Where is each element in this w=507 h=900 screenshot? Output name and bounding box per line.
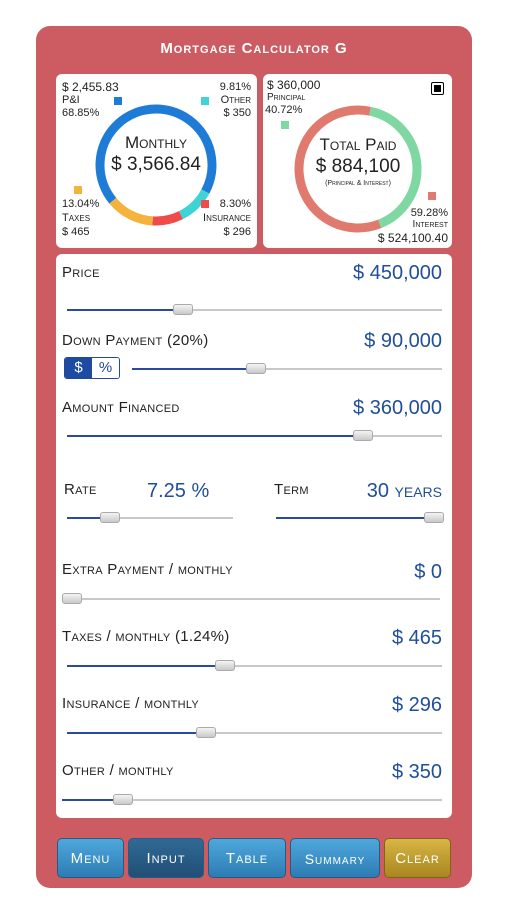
dollar-toggle[interactable]: $ — [65, 358, 92, 378]
rate-slider-thumb[interactable] — [100, 512, 121, 523]
monthly-donut — [95, 104, 217, 226]
amount-financed-slider[interactable] — [67, 430, 442, 441]
menu-button[interactable]: Menu — [57, 838, 124, 878]
taxes-percent: 13.04% — [62, 198, 100, 210]
down-payment-unit-toggle[interactable]: $ % — [64, 357, 120, 379]
other-segment — [178, 189, 210, 220]
pi-amount: $ 2,455.83 — [62, 80, 119, 94]
other-amount: $ 350 — [223, 107, 251, 119]
amount-financed-label: Amount Financed — [62, 399, 180, 416]
down-payment-slider-thumb[interactable] — [246, 363, 266, 374]
total-donut-segments — [294, 105, 422, 233]
amount-financed-slider-thumb[interactable] — [353, 430, 374, 441]
principal-segment — [369, 106, 422, 229]
down-payment-value[interactable]: $ 90,000 — [364, 330, 442, 352]
price-slider[interactable] — [67, 304, 442, 315]
other-slider[interactable] — [62, 794, 442, 805]
taxes-value[interactable]: $ 465 — [391, 627, 442, 649]
app-frame: Mortgage Calculator G $ 2,455.83 P&I 68.… — [36, 26, 472, 888]
term-slider-thumb[interactable] — [424, 512, 444, 523]
other-slider-thumb[interactable] — [112, 794, 133, 805]
other-label: Other — [220, 94, 251, 106]
taxes-slider-thumb[interactable] — [214, 660, 235, 671]
clear-button[interactable]: Clear — [384, 838, 451, 878]
price-slider-thumb[interactable] — [173, 304, 194, 315]
rate-slider[interactable] — [67, 512, 233, 523]
taxes-swatch — [74, 186, 82, 194]
insurance-label: Insurance / monthly — [62, 695, 200, 712]
total-summary-card[interactable]: $ 360,000 Principal 40.72% Total Paid $ … — [263, 74, 452, 248]
principal-label: Principal — [267, 92, 306, 103]
other-label: Other / monthly — [62, 762, 174, 779]
principal-amount: $ 360,000 — [267, 78, 321, 92]
other-swatch — [201, 97, 209, 105]
amount-financed-value[interactable]: $ 360,000 — [353, 397, 442, 419]
rate-value[interactable]: 7.25 % — [147, 480, 210, 502]
interest-amount: $ 524,100.40 — [377, 231, 448, 245]
taxes-amount: $ 465 — [62, 226, 90, 238]
interest-percent: 59.28% — [410, 207, 448, 219]
percent-toggle[interactable]: % — [92, 358, 119, 378]
summary-button[interactable]: Summary — [290, 838, 380, 878]
price-value[interactable]: $ 450,000 — [353, 262, 442, 284]
other-percent: 9.81% — [219, 81, 251, 93]
principal-swatch — [281, 121, 289, 129]
interest-swatch — [428, 192, 436, 200]
app-title: Mortgage Calculator G — [160, 40, 348, 57]
insurance-segment — [152, 211, 183, 226]
input-panel — [56, 254, 452, 818]
taxes-segment — [109, 197, 154, 226]
interest-segment — [294, 105, 382, 233]
total-value: $ 884,100 — [315, 156, 401, 177]
total-donut — [294, 105, 422, 233]
extra-payment-slider-thumb[interactable] — [62, 593, 82, 604]
taxes-label: Taxes — [62, 212, 91, 224]
term-value[interactable]: 30 years — [366, 480, 442, 502]
insurance-label: Insurance — [203, 212, 251, 224]
monthly-value: $ 3,566.84 — [111, 154, 201, 175]
insurance-amount: $ 296 — [223, 226, 251, 238]
total-title: Total Paid — [319, 135, 397, 154]
principal-percent: 40.72% — [265, 104, 303, 116]
extra-payment-value[interactable]: $ 0 — [414, 561, 442, 583]
total-subtitle: (Principal & Interest) — [325, 180, 391, 187]
input-button[interactable]: Input — [128, 838, 204, 878]
monthly-donut-segments — [95, 104, 217, 226]
insurance-swatch — [201, 200, 209, 208]
table-button[interactable]: Table — [208, 838, 286, 878]
term-label: Term — [274, 481, 309, 498]
insurance-value[interactable]: $ 296 — [391, 694, 442, 716]
extra-payment-slider[interactable] — [62, 593, 440, 604]
pi-segment — [95, 104, 217, 204]
rate-label: Rate — [64, 481, 97, 498]
taxes-label: Taxes / monthly (1.24%) — [62, 628, 230, 645]
monthly-title: Monthly — [125, 133, 187, 152]
price-label: Price — [62, 264, 100, 281]
expand-icon[interactable] — [431, 82, 444, 95]
insurance-slider-thumb[interactable] — [195, 727, 216, 738]
pi-swatch — [114, 97, 122, 105]
down-payment-slider[interactable] — [132, 363, 442, 374]
insurance-percent: 8.30% — [219, 198, 251, 210]
other-value[interactable]: $ 350 — [391, 761, 442, 783]
interest-label: Interest — [412, 219, 448, 230]
down-payment-label: Down Payment (20%) — [62, 332, 209, 349]
taxes-slider[interactable] — [67, 660, 442, 671]
insurance-slider[interactable] — [67, 727, 442, 738]
pi-label: P&I — [62, 94, 80, 106]
monthly-summary-card[interactable]: $ 2,455.83 P&I 68.85% 9.81% Other $ 350 … — [56, 74, 257, 248]
term-slider[interactable] — [276, 512, 444, 523]
extra-payment-label: Extra Payment / monthly — [62, 561, 233, 578]
pi-percent: 68.85% — [62, 107, 100, 119]
